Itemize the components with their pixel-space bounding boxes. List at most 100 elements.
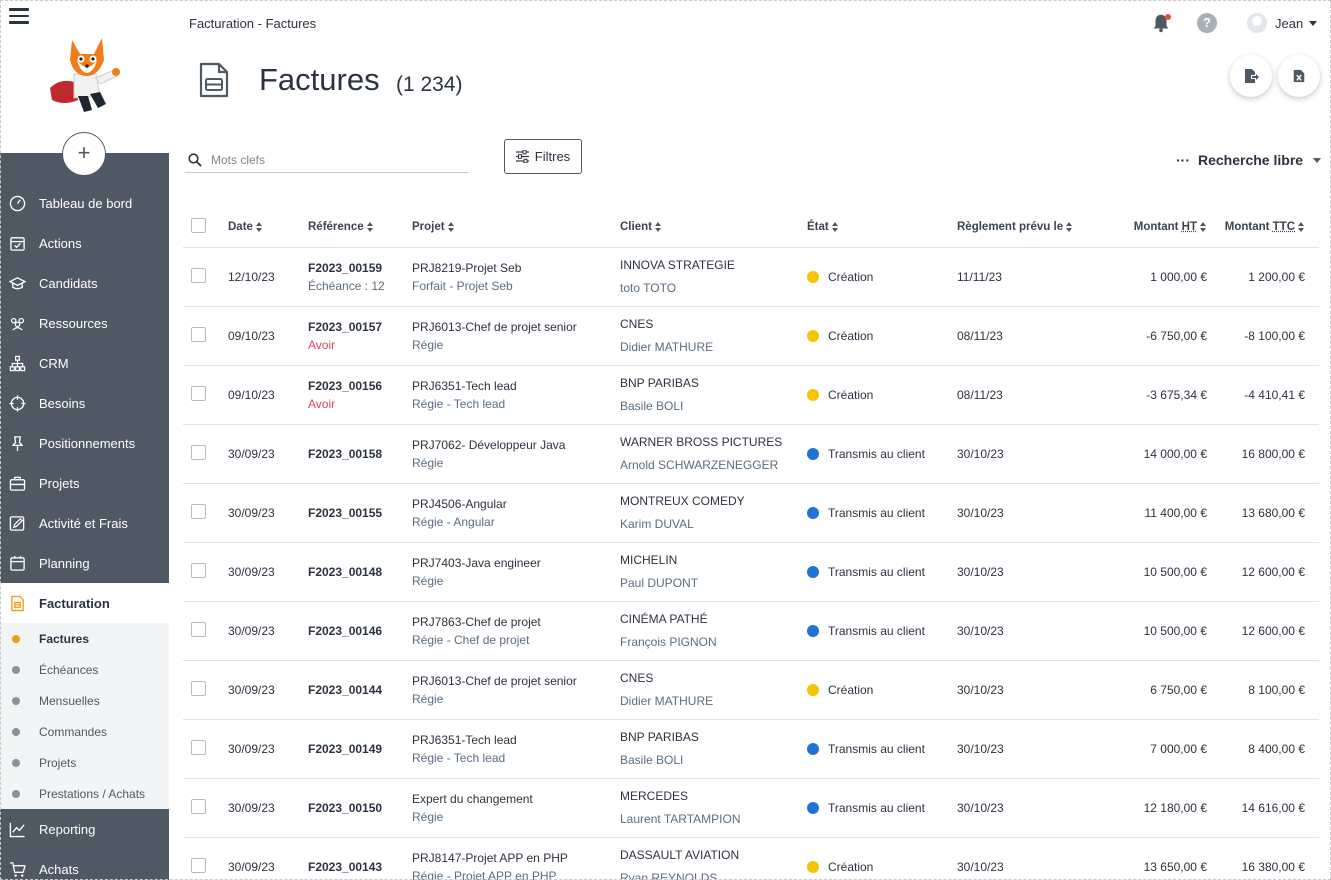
row-checkbox[interactable] xyxy=(191,503,206,519)
col-client[interactable]: Client xyxy=(620,208,807,248)
table-row[interactable]: 30/09/23 F2023_00148 PRJ7403-Java engineer… xyxy=(183,542,1319,602)
sidebar-item-crm[interactable]: CRM xyxy=(0,343,169,383)
sidebar-item-projets[interactable]: Projets xyxy=(0,463,169,503)
row-checkbox[interactable] xyxy=(191,857,206,873)
client-name[interactable]: DASSAULT AVIATION xyxy=(620,848,740,862)
col-project[interactable]: Projet xyxy=(412,208,620,248)
table-row[interactable]: 30/09/23 F2023_00155 PRJ4506-Angular Régie … xyxy=(183,483,1319,543)
row-checkbox[interactable] xyxy=(191,739,206,755)
free-search-toggle[interactable]: ··· Recherche libre xyxy=(1176,152,1322,168)
client-contact[interactable]: Basile BOLI xyxy=(620,753,684,767)
sidebar-item-planning[interactable]: Planning xyxy=(0,543,169,583)
sidebar-item-activite-et-frais[interactable]: Activité et Frais xyxy=(0,503,169,543)
subnav-item-mensuelles[interactable]: Mensuelles xyxy=(0,685,169,716)
project-name[interactable]: PRJ8219-Projet Seb xyxy=(412,260,522,275)
sidebar-item-actions[interactable]: Actions xyxy=(0,223,169,263)
row-checkbox[interactable] xyxy=(191,680,206,696)
invoice-reference[interactable]: F2023_00148 xyxy=(308,564,383,579)
export-button[interactable] xyxy=(1230,55,1272,97)
hamburger-menu-icon[interactable] xyxy=(9,8,29,26)
invoice-reference[interactable]: F2023_00158 xyxy=(308,446,383,461)
project-name[interactable]: PRJ7863-Chef de projet xyxy=(412,614,541,629)
invoice-reference[interactable]: F2023_00144 xyxy=(308,682,383,697)
sidebar-item-candidats[interactable]: Candidats xyxy=(0,263,169,303)
sidebar-item-facturation[interactable]: Facturation xyxy=(0,583,169,623)
row-checkbox[interactable] xyxy=(191,326,206,342)
table-row[interactable]: 30/09/23 F2023_00149 PRJ6351-Tech lead Régi… xyxy=(183,719,1319,779)
client-name[interactable]: MONTREUX COMEDY xyxy=(620,494,745,508)
help-icon[interactable]: ? xyxy=(1197,13,1217,33)
sidebar-item-positionnements[interactable]: Positionnements xyxy=(0,423,169,463)
invoice-reference[interactable]: F2023_00157 xyxy=(308,319,383,334)
project-name[interactable]: PRJ4506-Angular xyxy=(412,496,507,511)
subnav-item-echeances[interactable]: Échéances xyxy=(0,654,169,685)
row-checkbox[interactable] xyxy=(191,267,206,283)
client-contact[interactable]: Ryan REYNOLDS xyxy=(620,871,718,880)
table-row[interactable]: 30/09/23 F2023_00158 PRJ7062- Développeur … xyxy=(183,424,1319,484)
subnav-item-factures[interactable]: Factures xyxy=(0,623,169,654)
project-name[interactable]: PRJ6013-Chef de projet senior xyxy=(412,673,577,688)
table-row[interactable]: 09/10/23 F2023_00157 Avoir PRJ6013-Chef de … xyxy=(183,306,1319,366)
sidebar-item-besoins[interactable]: Besoins xyxy=(0,383,169,423)
excel-export-button[interactable] xyxy=(1278,55,1320,97)
project-name[interactable]: Expert du changement xyxy=(412,791,533,806)
col-amount-ttc[interactable]: Montant TTC xyxy=(1207,208,1319,248)
invoice-reference[interactable]: F2023_00159 xyxy=(308,260,383,275)
table-row[interactable]: 12/10/23 F2023_00159 Échéance : 12 PRJ8219-… xyxy=(183,247,1319,307)
search-input[interactable] xyxy=(211,152,451,167)
row-checkbox[interactable] xyxy=(191,444,206,460)
invoice-reference[interactable]: F2023_00156 xyxy=(308,378,383,393)
client-contact[interactable]: Didier MATHURE xyxy=(620,694,714,708)
project-name[interactable]: PRJ8147-Projet APP en PHP xyxy=(412,850,568,865)
col-due-date[interactable]: Règlement prévu le xyxy=(957,208,1097,248)
subnav-item-prestations-achats[interactable]: Prestations / Achats xyxy=(0,778,169,809)
client-name[interactable]: BNP PARIBAS xyxy=(620,730,699,744)
invoice-reference[interactable]: F2023_00155 xyxy=(308,505,383,520)
sidebar-item-tableau-de-bord[interactable]: Tableau de bord xyxy=(0,183,169,223)
client-name[interactable]: WARNER BROSS PICTURES xyxy=(620,435,783,449)
row-checkbox[interactable] xyxy=(191,798,206,814)
client-name[interactable]: INNOVA STRATEGIE xyxy=(620,258,735,272)
project-name[interactable]: PRJ6351-Tech lead xyxy=(412,378,517,393)
project-name[interactable]: PRJ6351-Tech lead xyxy=(412,732,517,747)
row-checkbox[interactable] xyxy=(191,385,206,401)
select-all-checkbox[interactable] xyxy=(191,218,206,234)
col-reference[interactable]: Référence xyxy=(308,208,412,248)
invoice-reference[interactable]: F2023_00146 xyxy=(308,623,383,638)
client-name[interactable]: BNP PARIBAS xyxy=(620,376,699,390)
client-contact[interactable]: Basile BOLI xyxy=(620,399,684,413)
client-contact[interactable]: toto TOTO xyxy=(620,281,677,295)
client-name[interactable]: MERCEDES xyxy=(620,789,689,803)
client-contact[interactable]: François PIGNON xyxy=(620,635,717,649)
table-row[interactable]: 30/09/23 F2023_00146 PRJ7863-Chef de proje… xyxy=(183,601,1319,661)
col-date[interactable]: Date xyxy=(228,208,308,248)
subnav-item-commandes[interactable]: Commandes xyxy=(0,716,169,747)
col-state[interactable]: État xyxy=(807,208,957,248)
sidebar-item-reporting[interactable]: Reporting xyxy=(0,809,169,849)
client-name[interactable]: CNES xyxy=(620,317,654,331)
table-row[interactable]: 30/09/23 F2023_00144 PRJ6013-Chef de proje… xyxy=(183,660,1319,720)
invoice-reference[interactable]: F2023_00150 xyxy=(308,800,383,815)
project-name[interactable]: PRJ6013-Chef de projet senior xyxy=(412,319,577,334)
notification-button[interactable] xyxy=(1150,12,1172,34)
add-button[interactable]: + xyxy=(62,132,106,176)
client-contact[interactable]: Laurent TARTAMPION xyxy=(620,812,741,826)
invoice-reference[interactable]: F2023_00143 xyxy=(308,859,383,874)
project-name[interactable]: PRJ7403-Java engineer xyxy=(412,555,541,570)
project-name[interactable]: PRJ7062- Développeur Java xyxy=(412,437,566,452)
user-menu[interactable]: Jean xyxy=(1247,13,1318,33)
row-checkbox[interactable] xyxy=(191,562,206,578)
client-name[interactable]: CNES xyxy=(620,671,654,685)
client-contact[interactable]: Karim DUVAL xyxy=(620,517,694,531)
table-row[interactable]: 30/09/23 F2023_00150 Expert du changement R… xyxy=(183,778,1319,838)
client-name[interactable]: CINÉMA PATHÉ xyxy=(620,612,708,626)
table-row[interactable]: 30/09/23 F2023_00143 PRJ8147-Projet APP en… xyxy=(183,837,1319,880)
subnav-item-projets[interactable]: Projets xyxy=(0,747,169,778)
sidebar-item-ressources[interactable]: Ressources xyxy=(0,303,169,343)
col-amount-ht[interactable]: Montant HT xyxy=(1097,208,1207,248)
table-row[interactable]: 09/10/23 F2023_00156 Avoir PRJ6351-Tech lea… xyxy=(183,365,1319,425)
client-contact[interactable]: Didier MATHURE xyxy=(620,340,714,354)
filters-button[interactable]: Filtres xyxy=(504,139,582,174)
client-contact[interactable]: Paul DUPONT xyxy=(620,576,699,590)
invoice-reference[interactable]: F2023_00149 xyxy=(308,741,383,756)
